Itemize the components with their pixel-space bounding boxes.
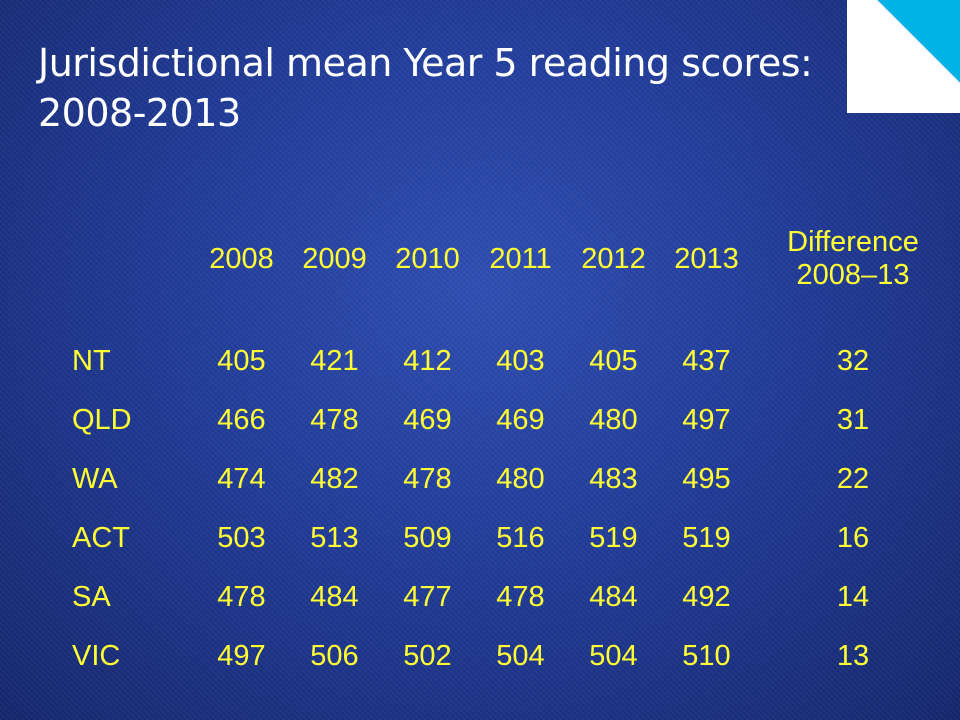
region-cell: NT [72,345,111,377]
score-cell: 510 [682,640,731,672]
score-cell: 405 [217,345,266,377]
score-cell: 480 [496,463,545,495]
table-row: ACT 503 513 509 516 519 519 16 [70,509,953,568]
header-difference: Difference 2008–13 [753,200,953,318]
score-cell: 509 [403,522,452,554]
score-cell: 403 [496,345,545,377]
header-year-2011: 2011 [489,242,552,275]
score-cell: 477 [403,581,452,613]
score-cell: 478 [496,581,545,613]
region-cell: WA [72,463,118,495]
score-cell: 492 [682,581,731,613]
score-cell: 483 [589,463,638,495]
difference-cell: 22 [836,463,870,495]
slide-title-line-2: 2008-2013 [38,91,241,135]
table-row: QLD 466 478 469 469 480 497 31 [70,391,953,450]
region-cell: VIC [72,640,121,672]
score-cell: 484 [310,581,359,613]
table-row: SA 478 484 477 478 484 492 14 [70,568,953,627]
difference-cell: 31 [836,404,870,436]
score-cell: 412 [403,345,452,377]
score-cell: 519 [589,522,638,554]
score-cell: 480 [589,404,638,436]
score-cell: 502 [403,640,452,672]
header-year-2013: 2013 [674,242,739,275]
table-header-row: 2008 2009 2010 2011 2012 2013 Difference… [70,200,953,318]
score-cell: 516 [496,522,545,554]
score-cell: 405 [589,345,638,377]
header-region [70,200,195,318]
slide-title: Jurisdictional mean Year 5 reading score… [38,38,838,138]
header-difference-line-2: 2008–13 [796,259,910,291]
score-cell: 497 [682,404,731,436]
slide-title-line-1: Jurisdictional mean Year 5 reading score… [38,41,813,85]
score-cell: 482 [310,463,359,495]
difference-cell: 16 [836,522,870,554]
region-cell: ACT [72,522,130,554]
header-year-2012: 2012 [581,242,646,275]
score-cell: 484 [589,581,638,613]
difference-cell: 13 [836,640,870,672]
difference-cell: 32 [836,345,870,377]
score-cell: 519 [682,522,731,554]
score-cell: 478 [403,463,452,495]
score-cell: 506 [310,640,359,672]
score-cell: 478 [217,581,266,613]
region-cell: QLD [72,404,132,436]
score-cell: 469 [496,404,545,436]
table-row: WA 474 482 478 480 483 495 22 [70,450,953,509]
score-cell: 437 [682,345,731,377]
score-cell: 513 [310,522,359,554]
score-cell: 478 [310,404,359,436]
score-cell: 469 [403,404,452,436]
score-cell: 497 [217,640,266,672]
score-cell: 503 [217,522,266,554]
score-cell: 421 [310,345,359,377]
score-cell: 495 [682,463,731,495]
score-cell: 504 [589,640,638,672]
table-row: NT 405 421 412 403 405 437 32 [70,332,953,391]
difference-cell: 14 [836,581,870,613]
reading-scores-table: 2008 2009 2010 2011 2012 2013 Difference… [70,200,953,686]
score-cell: 504 [496,640,545,672]
region-cell: SA [72,581,111,613]
score-cell: 466 [217,404,266,436]
header-year-2009: 2009 [302,242,367,275]
table-body: NT 405 421 412 403 405 437 32 QLD 466 478 469 469 480… [70,332,953,686]
header-year-2008: 2008 [209,242,274,275]
table-row: VIC 497 506 502 504 504 510 13 [70,627,953,686]
header-difference-line-1: Difference [787,226,919,258]
score-cell: 474 [217,463,266,495]
header-year-2010: 2010 [395,242,460,275]
page-corner-decoration [847,0,960,113]
header-spacer [70,318,953,332]
